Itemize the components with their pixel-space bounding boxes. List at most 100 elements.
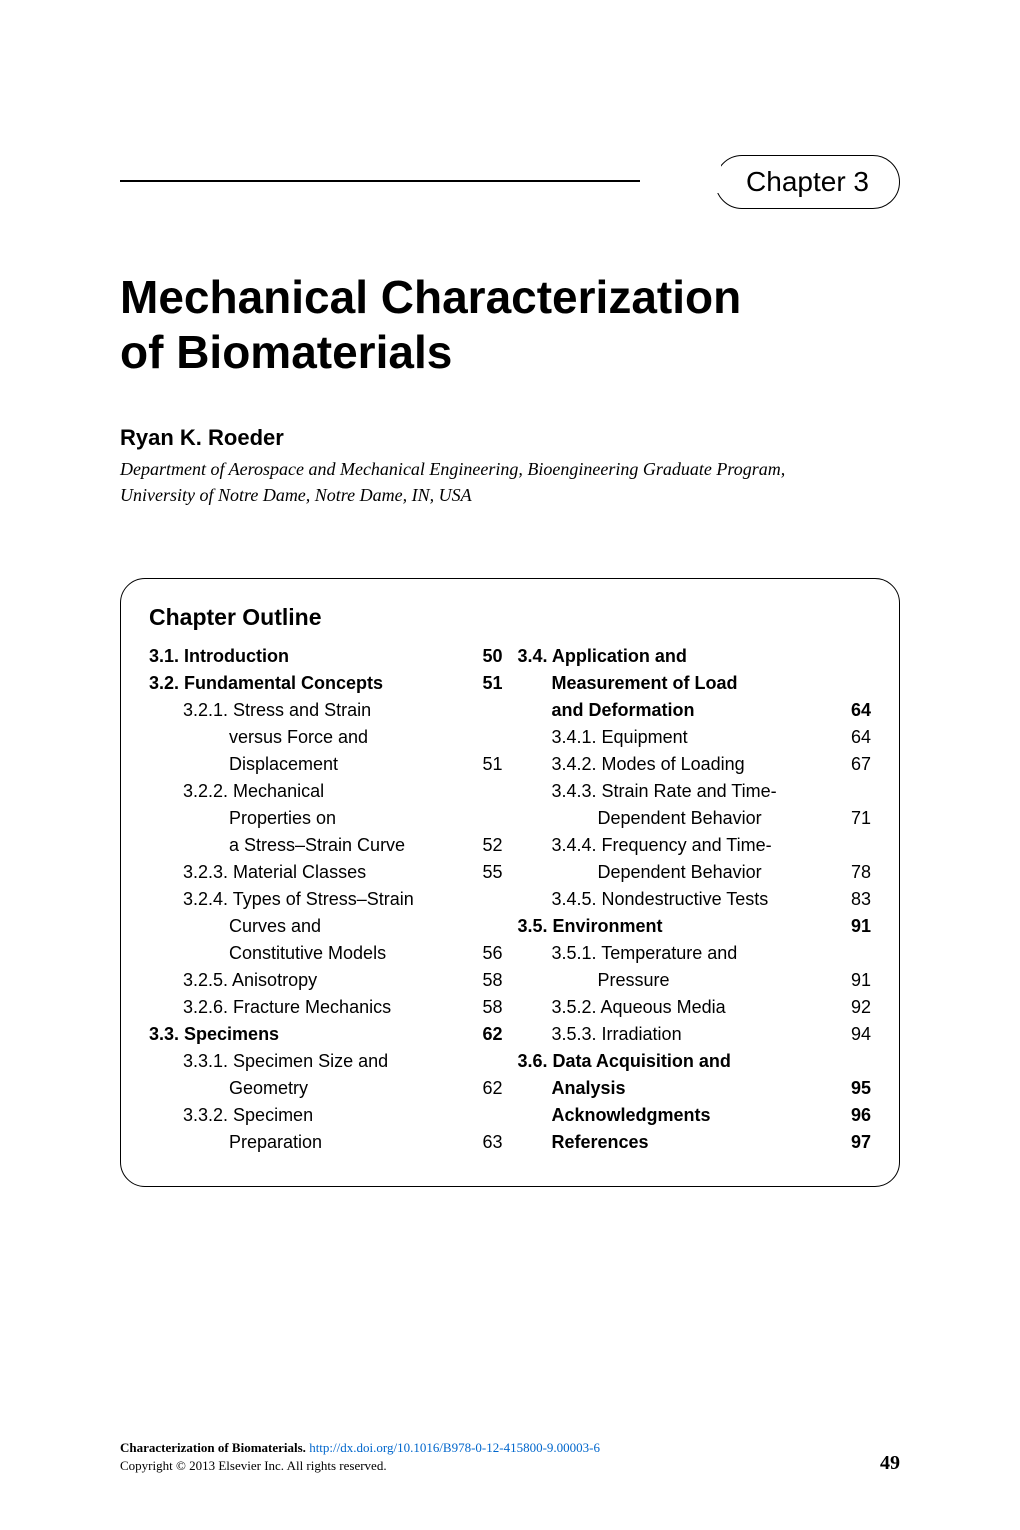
affiliation-line-2: University of Notre Dame, Notre Dame, IN…: [120, 485, 472, 505]
outline-label: 3.2.3. Material Classes: [149, 859, 471, 886]
outline-label: 3.2.2. Mechanical: [149, 778, 471, 805]
outline-label: 3.2.4. Types of Stress–Strain: [149, 886, 471, 913]
outline-page: 50: [471, 643, 503, 670]
outline-page: [471, 805, 503, 832]
outline-row: 3.4.5. Nondestructive Tests83: [518, 886, 872, 913]
outline-label: Preparation: [149, 1129, 471, 1156]
outline-page: 91: [839, 913, 871, 940]
outline-label: 3.2.6. Fracture Mechanics: [149, 994, 471, 1021]
outline-row: 3.3. Specimens62: [149, 1021, 503, 1048]
outline-label: 3.1. Introduction: [149, 643, 471, 670]
footer-citation: Characterization of Biomaterials. http:/…: [120, 1439, 600, 1475]
outline-row: 3.3.2. Specimen: [149, 1102, 503, 1129]
page-footer: Characterization of Biomaterials. http:/…: [120, 1439, 900, 1475]
outline-page: 95: [839, 1075, 871, 1102]
outline-page: 94: [839, 1021, 871, 1048]
outline-page: 52: [471, 832, 503, 859]
outline-row: versus Force and: [149, 724, 503, 751]
title-line-2: of Biomaterials: [120, 326, 452, 378]
outline-row: 3.2.1. Stress and Strain: [149, 697, 503, 724]
outline-row: 3.5.3. Irradiation94: [518, 1021, 872, 1048]
outline-row: Dependent Behavior71: [518, 805, 872, 832]
footer-doi-link[interactable]: http://dx.doi.org/10.1016/B978-0-12-4158…: [309, 1440, 600, 1455]
outline-page: 58: [471, 967, 503, 994]
outline-page: 51: [471, 670, 503, 697]
outline-label: Pressure: [518, 967, 840, 994]
outline-page: [839, 1048, 871, 1075]
outline-page: 96: [839, 1102, 871, 1129]
title-line-1: Mechanical Characterization: [120, 271, 741, 323]
outline-page: [839, 832, 871, 859]
outline-row: 3.6. Data Acquisition and: [518, 1048, 872, 1075]
outline-label: 3.3.1. Specimen Size and: [149, 1048, 471, 1075]
outline-page: 63: [471, 1129, 503, 1156]
outline-page: 78: [839, 859, 871, 886]
outline-label: Properties on: [149, 805, 471, 832]
outline-label: 3.4.1. Equipment: [518, 724, 840, 751]
footer-book-title: Characterization of Biomaterials.: [120, 1440, 306, 1455]
outline-heading: Chapter Outline: [149, 604, 871, 631]
outline-row: 3.4.1. Equipment64: [518, 724, 872, 751]
outline-row: 3.4.4. Frequency and Time-: [518, 832, 872, 859]
chapter-line: [120, 180, 640, 182]
outline-label: and Deformation: [518, 697, 840, 724]
outline-label: Constitutive Models: [149, 940, 471, 967]
author-affiliation: Department of Aerospace and Mechanical E…: [120, 457, 900, 507]
outline-row: References97: [518, 1129, 872, 1156]
outline-page: [839, 643, 871, 670]
outline-label: Acknowledgments: [518, 1102, 840, 1129]
outline-label: a Stress–Strain Curve: [149, 832, 471, 859]
outline-row: Properties on: [149, 805, 503, 832]
outline-label: 3.5. Environment: [518, 913, 840, 940]
outline-row: 3.4.3. Strain Rate and Time-: [518, 778, 872, 805]
outline-row: Analysis95: [518, 1075, 872, 1102]
outline-row: 3.4.2. Modes of Loading67: [518, 751, 872, 778]
outline-page: 71: [839, 805, 871, 832]
outline-label: 3.3.2. Specimen: [149, 1102, 471, 1129]
outline-row: 3.2.6. Fracture Mechanics58: [149, 994, 503, 1021]
outline-label: Dependent Behavior: [518, 805, 840, 832]
outline-row: 3.1. Introduction50: [149, 643, 503, 670]
outline-page: 56: [471, 940, 503, 967]
outline-row: and Deformation64: [518, 697, 872, 724]
outline-label: Analysis: [518, 1075, 840, 1102]
document-title: Mechanical Characterization of Biomateri…: [120, 270, 900, 380]
outline-label: Dependent Behavior: [518, 859, 840, 886]
outline-label: 3.3. Specimens: [149, 1021, 471, 1048]
outline-row: 3.3.1. Specimen Size and: [149, 1048, 503, 1075]
outline-label: Curves and: [149, 913, 471, 940]
outline-row: Displacement51: [149, 751, 503, 778]
outline-page: [839, 670, 871, 697]
outline-row: Acknowledgments96: [518, 1102, 872, 1129]
chapter-badge: Chapter 3: [715, 155, 900, 209]
outline-row: 3.2.3. Material Classes55: [149, 859, 503, 886]
outline-page: 91: [839, 967, 871, 994]
outline-label: Geometry: [149, 1075, 471, 1102]
outline-right-column: 3.4. Application andMeasurement of Loada…: [518, 643, 872, 1156]
outline-page: 92: [839, 994, 871, 1021]
outline-row: 3.5.1. Temperature and: [518, 940, 872, 967]
page-number: 49: [880, 1452, 900, 1475]
outline-page: [471, 886, 503, 913]
outline-page: [471, 1102, 503, 1129]
outline-row: 3.2. Fundamental Concepts51: [149, 670, 503, 697]
outline-row: 3.2.5. Anisotropy58: [149, 967, 503, 994]
outline-label: 3.4. Application and: [518, 643, 840, 670]
outline-label: 3.4.5. Nondestructive Tests: [518, 886, 840, 913]
outline-page: [471, 724, 503, 751]
outline-row: 3.4. Application and: [518, 643, 872, 670]
outline-row: Measurement of Load: [518, 670, 872, 697]
outline-row: Preparation63: [149, 1129, 503, 1156]
outline-page: 67: [839, 751, 871, 778]
outline-label: Displacement: [149, 751, 471, 778]
outline-page: [471, 913, 503, 940]
outline-row: Pressure91: [518, 967, 872, 994]
outline-row: Dependent Behavior78: [518, 859, 872, 886]
outline-row: 3.5. Environment91: [518, 913, 872, 940]
outline-page: 62: [471, 1075, 503, 1102]
outline-label: 3.5.1. Temperature and: [518, 940, 840, 967]
outline-page: [839, 940, 871, 967]
outline-columns: 3.1. Introduction503.2. Fundamental Conc…: [149, 643, 871, 1156]
outline-page: 64: [839, 697, 871, 724]
outline-page: 62: [471, 1021, 503, 1048]
